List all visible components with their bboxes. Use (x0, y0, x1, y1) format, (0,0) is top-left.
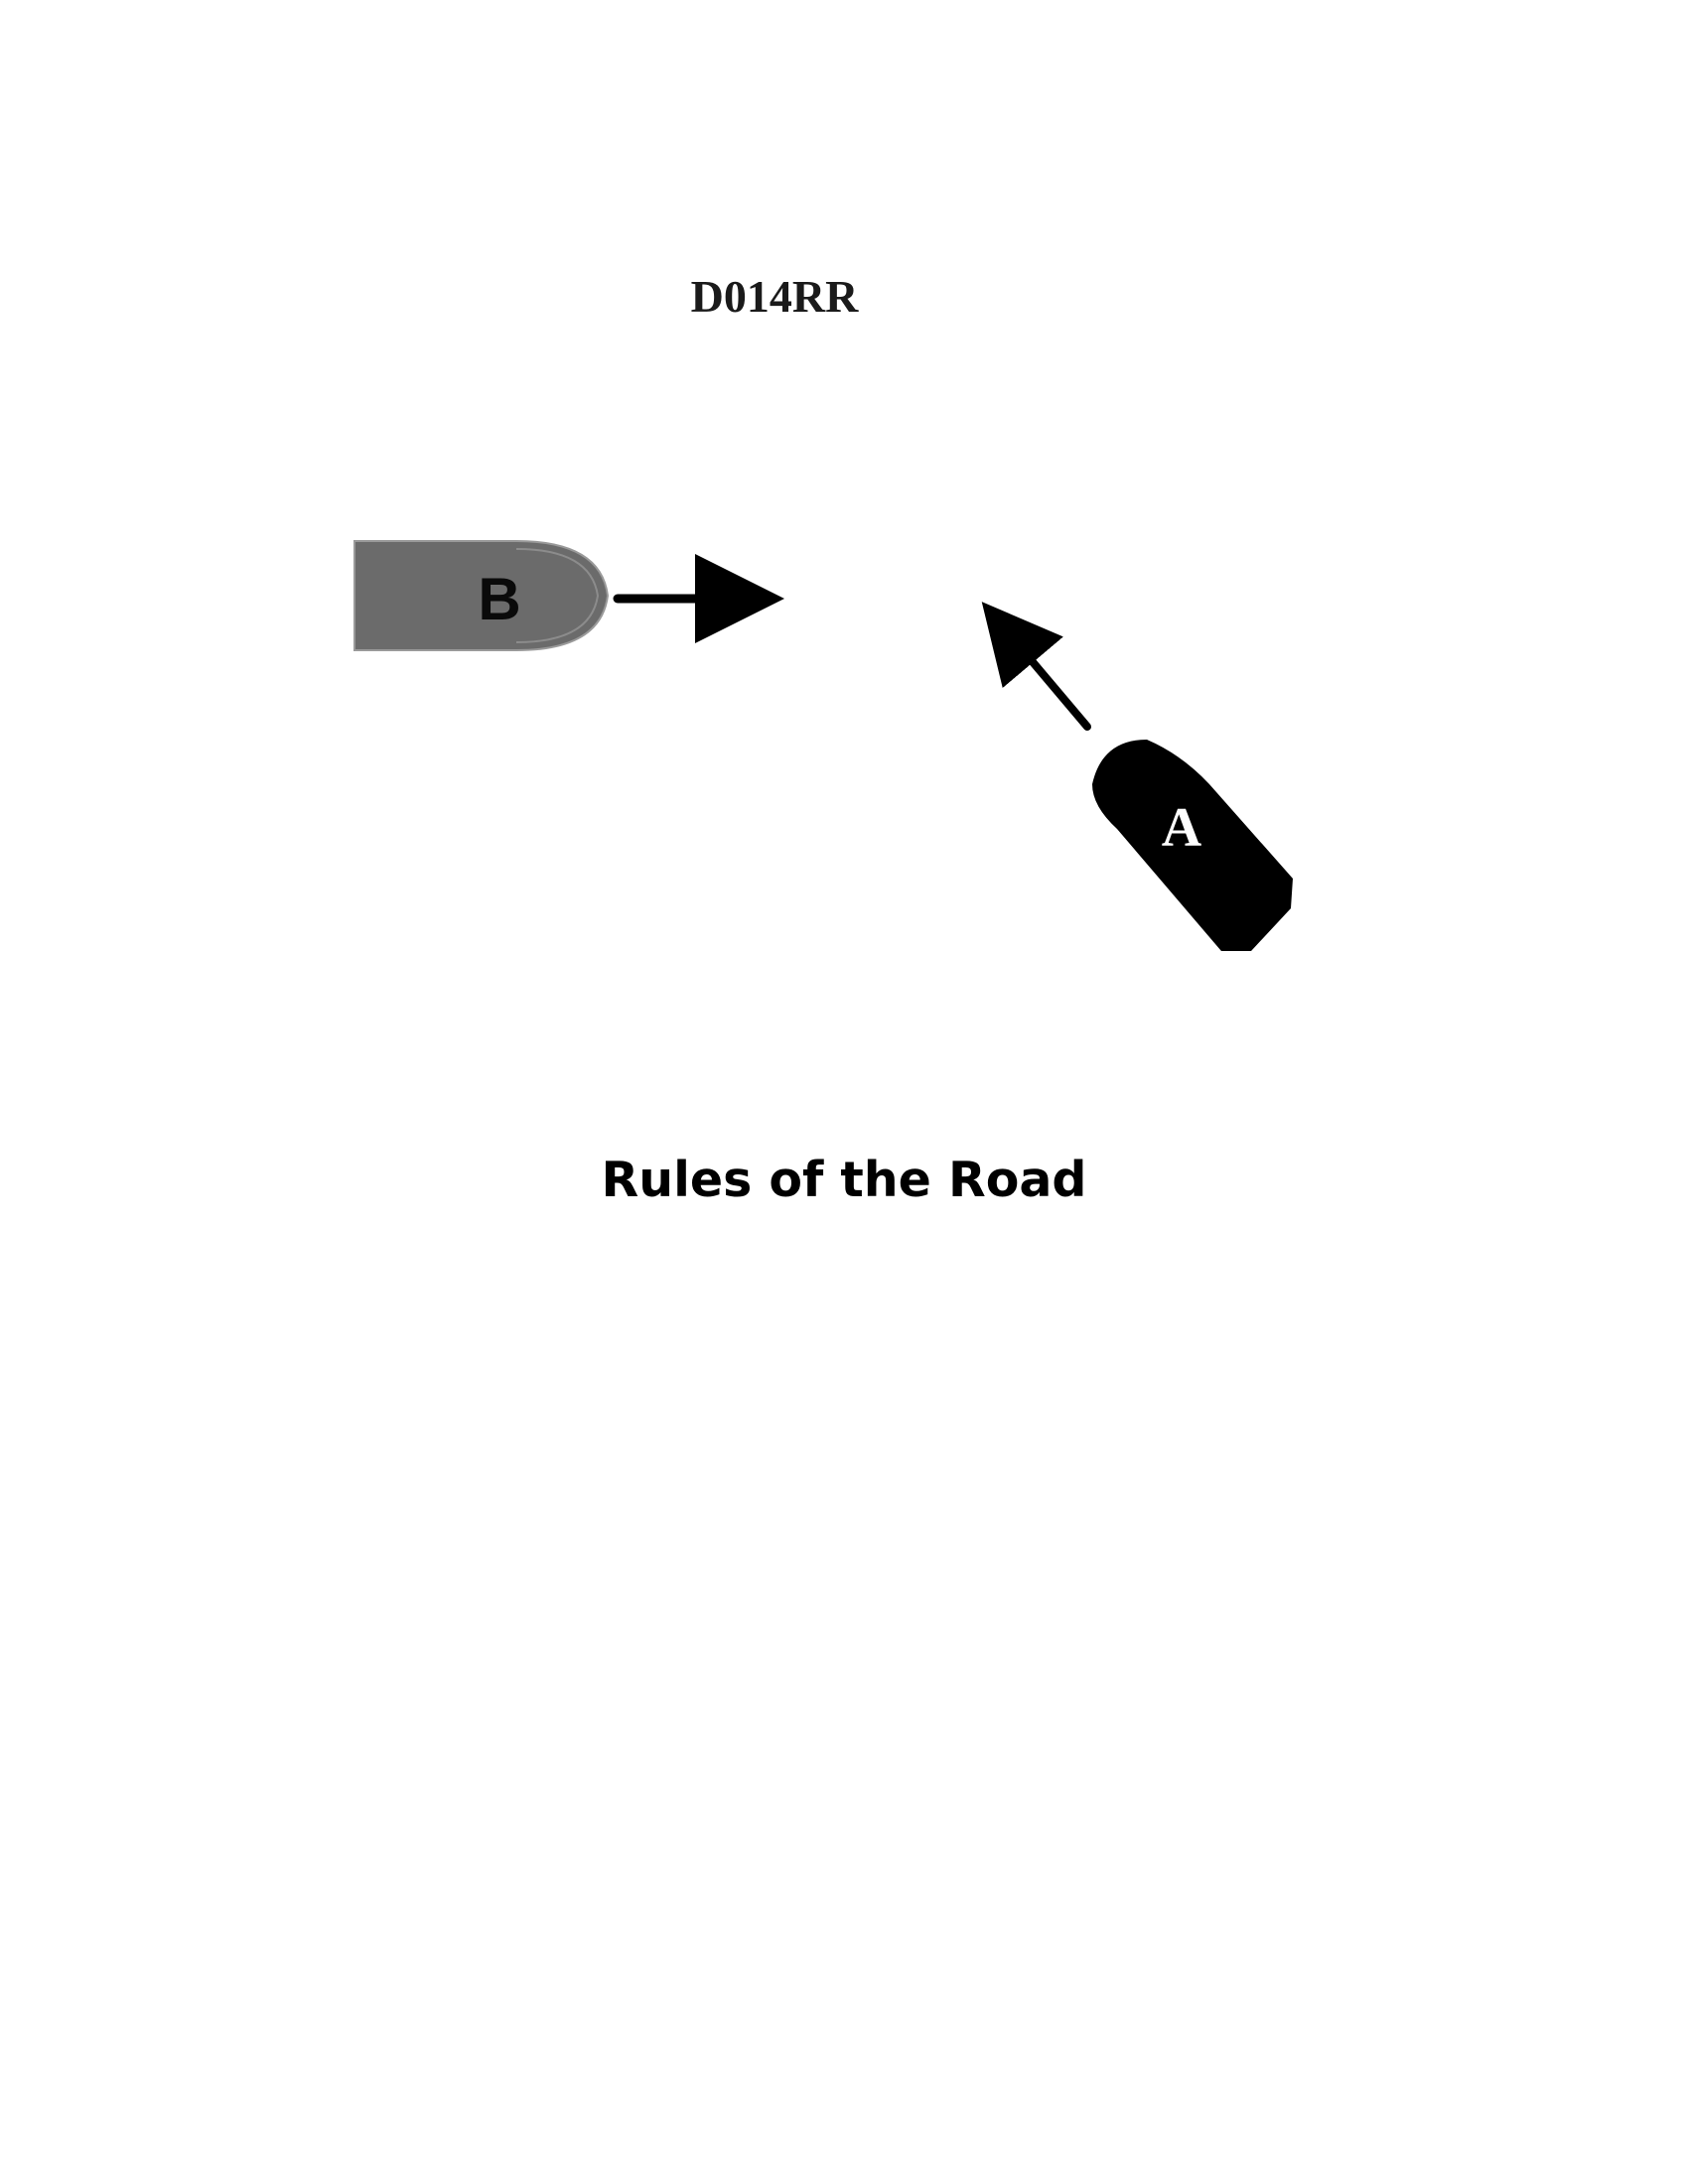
page-caption: Rules of the Road (601, 1152, 1087, 1208)
vessel-a-hull (1092, 740, 1293, 951)
vessel-a-heading-arrow (981, 602, 1091, 731)
diagram-code: D014RR (690, 271, 859, 322)
vessel-b-label: B (478, 566, 520, 632)
vessel-b-hull (353, 540, 610, 651)
vessel-a: A (1092, 740, 1293, 951)
vessel-b: B (353, 540, 610, 651)
vessel-b-outline-detail (515, 548, 600, 643)
vessel-a-label: A (1162, 797, 1202, 859)
